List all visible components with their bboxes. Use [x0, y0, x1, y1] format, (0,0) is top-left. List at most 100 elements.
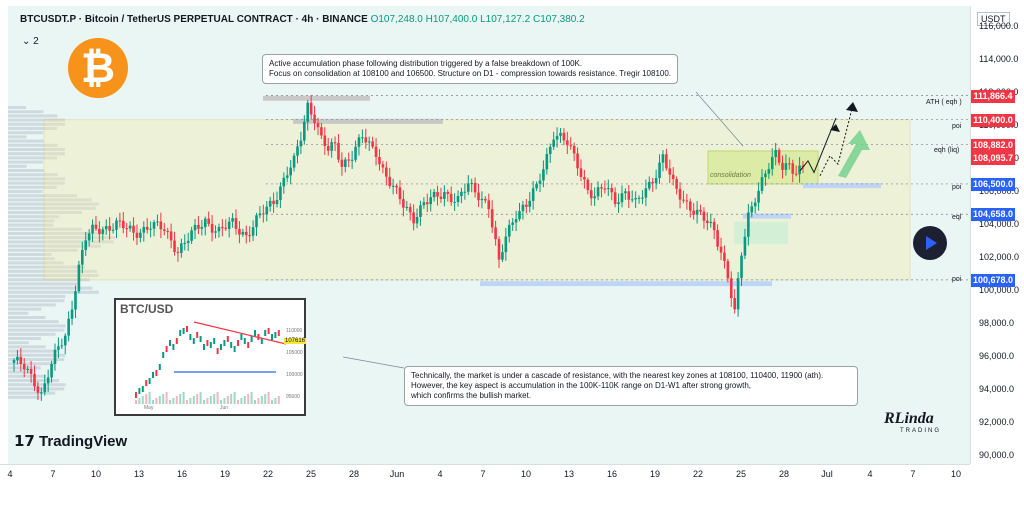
chart-area[interactable]: BTCUSDT.P · Bitcoin / TetherUS PERPETUAL…: [8, 6, 970, 464]
candle-body: [313, 114, 316, 124]
candle-body: [528, 200, 532, 207]
candle-body: [726, 261, 730, 279]
tradingview-logo: 17 TradingView: [14, 432, 127, 450]
volume-profile-bar: [8, 257, 55, 261]
volume-profile-bar: [8, 185, 57, 189]
volume-profile-bar: [8, 148, 66, 151]
inset-candle: [223, 340, 226, 346]
candle-body: [340, 159, 344, 167]
candle-body: [531, 188, 535, 201]
candle-body: [661, 154, 665, 163]
price-tick-label: 104,000.0: [979, 219, 1020, 230]
candle-body: [70, 309, 74, 319]
volume-profile-bar: [8, 164, 27, 168]
candle-body: [494, 227, 497, 240]
candle-body: [316, 123, 320, 128]
volume-profile-bar: [8, 206, 96, 210]
candle-body: [156, 221, 159, 223]
inset-volume-bar: [179, 394, 182, 404]
volume-profile-bar: [8, 232, 104, 235]
price-tick-label: 116,000.0: [979, 21, 1019, 32]
price-level-badge: 100,678.0: [971, 273, 1015, 287]
candle-body: [53, 349, 57, 365]
candle-body: [784, 163, 788, 170]
candle-body: [197, 224, 200, 229]
range-box: [43, 119, 911, 281]
candle-body: [166, 230, 170, 232]
candle-body: [695, 209, 699, 215]
candle-body: [221, 227, 224, 229]
candle-body: [384, 167, 388, 177]
candle-body: [716, 230, 719, 247]
candle-body: [91, 224, 94, 234]
candle-body: [593, 196, 596, 199]
candle-body: [333, 142, 337, 144]
volume-profile-bar: [8, 274, 99, 277]
candle-body: [180, 243, 183, 253]
candle-body: [361, 137, 364, 139]
candle-body: [159, 221, 163, 230]
candle-body: [490, 209, 494, 228]
volume-profile-bar: [8, 152, 65, 156]
inset-volume-bar: [213, 394, 216, 404]
inset-volume-bar: [216, 392, 219, 404]
currency-label[interactable]: USDT: [977, 12, 1010, 26]
candle-body: [217, 227, 221, 232]
candle-body: [644, 188, 648, 198]
candle-body: [777, 149, 781, 163]
price-axis[interactable]: USDT 116,000.0114,000.0112,000.0110,000.…: [970, 6, 1024, 464]
candle-body: [46, 377, 50, 384]
projection-path-dashed: [819, 104, 854, 176]
candle-body: [436, 191, 439, 197]
candle-body: [320, 127, 323, 136]
candle-body: [651, 181, 655, 184]
candle-body: [251, 227, 255, 236]
price-tick-label: 114,000.0: [979, 54, 1019, 65]
arrow-head-icon: [830, 124, 840, 132]
inset-volume-bar: [223, 398, 226, 404]
inset-price-100k: 100000: [286, 372, 303, 378]
price-level-badge: 108,095.7: [971, 151, 1015, 165]
candle-body: [162, 229, 166, 231]
candle-body: [729, 278, 733, 299]
price-level-badge: 110,400.0: [971, 113, 1015, 127]
inset-candle: [247, 342, 250, 348]
candle-body: [350, 159, 354, 161]
candle-body: [279, 186, 282, 201]
candle-body: [542, 169, 545, 181]
demand-zone-low: [480, 281, 772, 287]
candle-body: [443, 192, 446, 199]
candle-body: [74, 291, 77, 310]
replay-play-button[interactable]: [913, 226, 947, 260]
candle-body: [227, 221, 231, 229]
volume-profile-bar: [8, 236, 115, 240]
candle-body: [67, 318, 70, 336]
inset-volume-bar: [169, 400, 171, 404]
candle-body: [84, 240, 88, 250]
candle-body: [682, 199, 685, 201]
time-tick-label: 25: [305, 469, 317, 479]
time-tick-label: 28: [348, 469, 360, 479]
candle-body: [391, 185, 395, 187]
candle-body: [347, 159, 351, 161]
candle-body: [176, 251, 180, 253]
ohlc-high: H107,400.0: [425, 14, 478, 25]
inset-volume-bar: [175, 396, 178, 404]
candle-body: [453, 201, 456, 203]
price-tick-label: 106,000.0: [979, 186, 1020, 197]
indicator-toggle[interactable]: ⌄ 2: [22, 36, 39, 47]
candle-body: [658, 162, 661, 178]
candle-body: [81, 249, 84, 265]
symbol-header: BTCUSDT.P · Bitcoin / TetherUS PERPETUAL…: [20, 14, 585, 25]
supply-zone-top: [263, 95, 370, 101]
candle-body: [152, 222, 156, 229]
candle-body: [371, 141, 374, 147]
candle-body: [115, 220, 118, 230]
volume-profile-bar: [8, 290, 99, 294]
candle-body: [412, 212, 415, 224]
candle-body: [395, 185, 398, 188]
time-axis[interactable]: 4 7 10 13 16 19 22 25 28 Jun 4 7 10 13 16 19 22 25 28 Jul 4 7…: [0, 464, 970, 489]
candle-body: [207, 218, 210, 224]
candle-body: [337, 142, 340, 160]
symbol-title[interactable]: BTCUSDT.P · Bitcoin / TetherUS PERPETUAL…: [20, 14, 368, 25]
